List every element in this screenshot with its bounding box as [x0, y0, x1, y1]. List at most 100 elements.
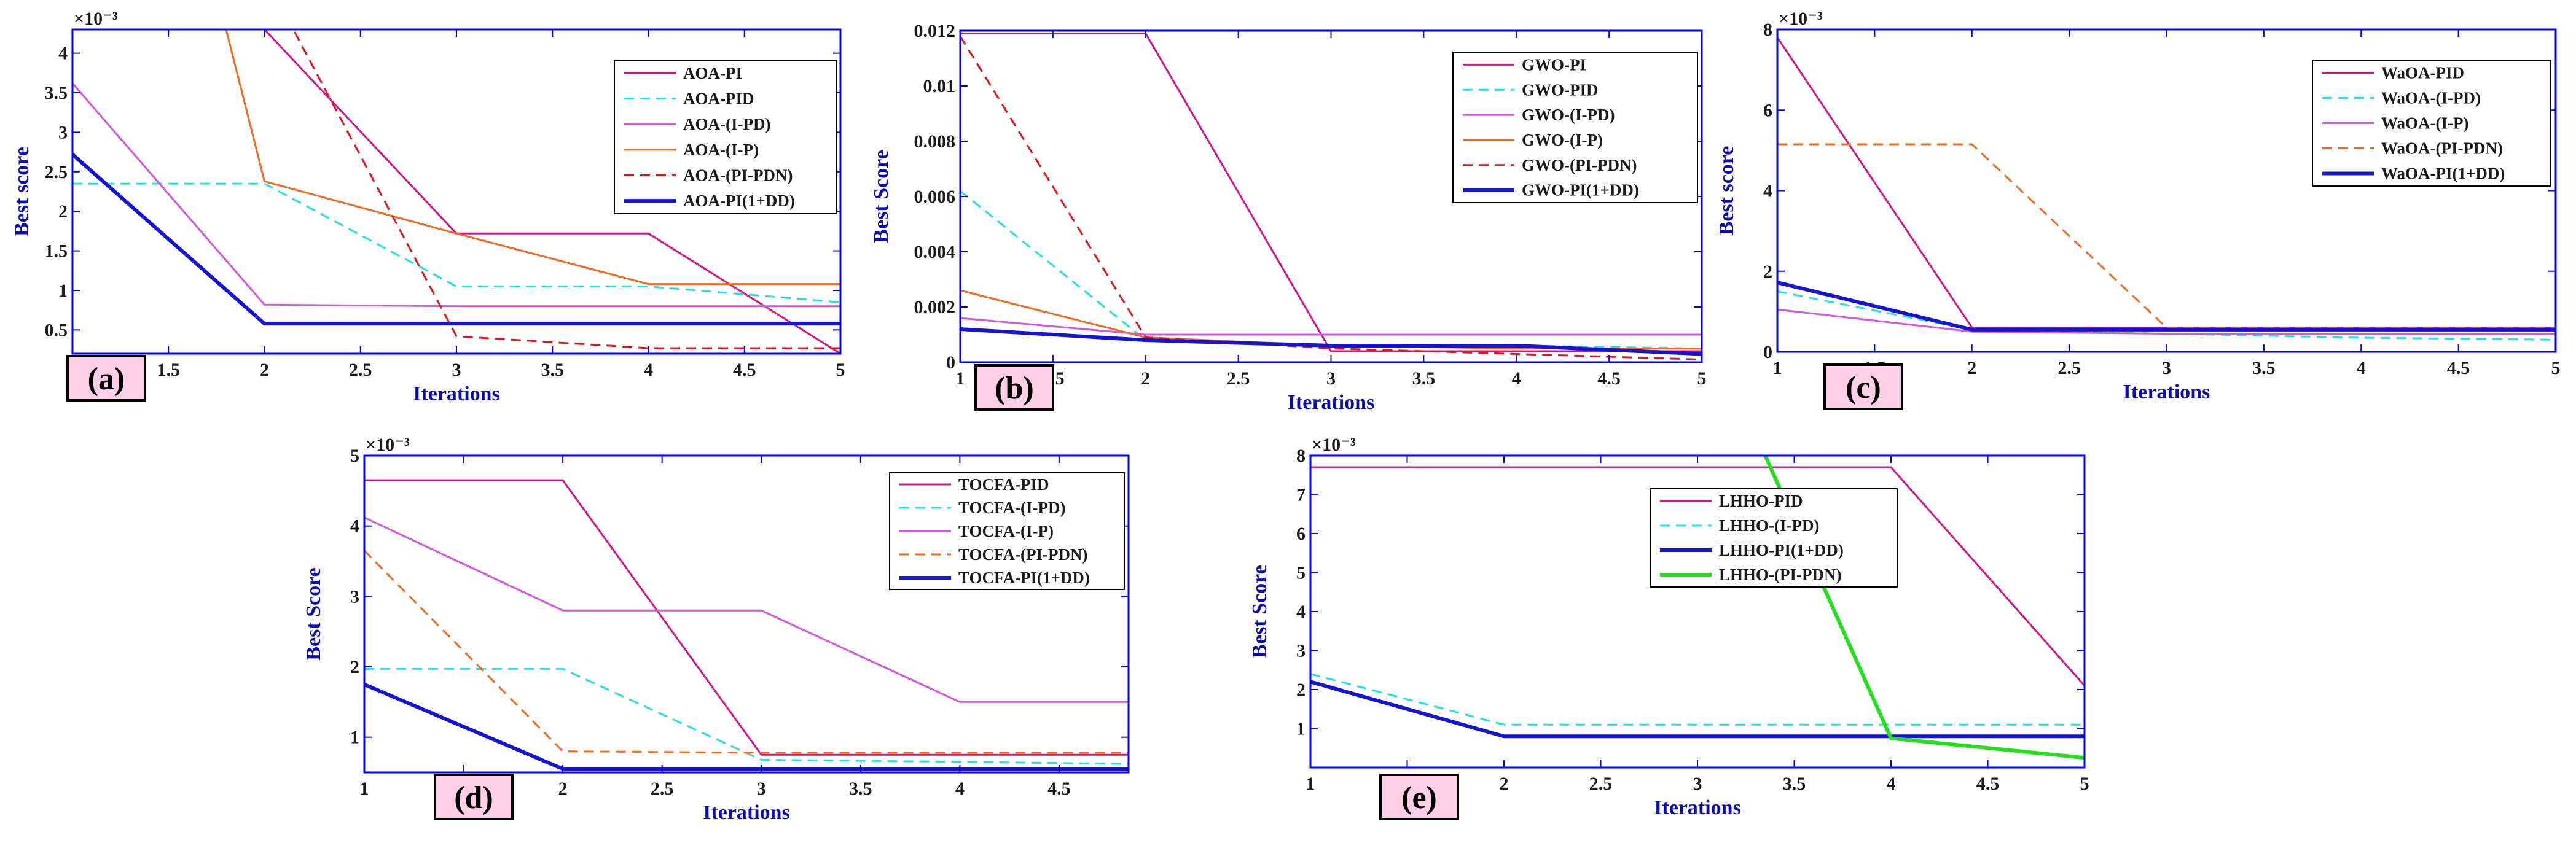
axes-box — [363, 454, 1130, 774]
x-tick-label: 3 — [1326, 368, 1336, 389]
x-tick-label: 1 — [360, 779, 369, 799]
y-tick-label: 0.006 — [914, 187, 956, 207]
legend-entry: LHHO-(I-PD) — [1719, 516, 1819, 535]
legend-entry: WaOA-(I-PD) — [2381, 89, 2481, 107]
x-tick-label: 2 — [1500, 774, 1509, 794]
y-tick-label: 0.012 — [914, 21, 956, 41]
legend-entry: TOCFA-PI(1+DD) — [958, 569, 1090, 587]
x-tick-label: 1.5 — [157, 360, 181, 380]
panel-tag-label: (a) — [88, 362, 125, 397]
y-tick-label: 3 — [58, 122, 68, 142]
x-tick-label: 4.5 — [733, 360, 756, 380]
y-axis-label: Best Score — [1248, 565, 1271, 658]
y-tick-label: 3.5 — [45, 83, 68, 103]
legend: WaOA-PID WaOA-(I-PD) WaOA-(I-P) WaOA-(PI-PD… — [2312, 60, 2551, 187]
y-tick-label: 4 — [350, 516, 359, 537]
y-tick-label: 5 — [1296, 563, 1306, 583]
series-line-lhho-pid — [1310, 466, 2085, 686]
x-tick-label: 2.5 — [651, 779, 674, 799]
x-tick-label: 1 — [956, 368, 965, 389]
y-axis-label: Best Score — [302, 567, 325, 660]
x-tick-label: 5 — [836, 360, 845, 380]
legend-entry: WaOA-PI(1+DD) — [2381, 165, 2505, 183]
series-line-aoa-i-p- — [72, 29, 840, 286]
legend-entry: WaOA-(PI-PDN) — [2381, 139, 2503, 158]
legend-entry: GWO-PID — [1522, 80, 1599, 99]
chart-panel-d: 11.522.533.544.512345×10⁻³IterationsBest… — [302, 435, 1130, 824]
y-tick-label: 8 — [1763, 20, 1772, 40]
series-line-aoa-i-pd- — [72, 82, 840, 308]
series-line-waoa-i-p- — [1777, 308, 2556, 335]
y-axis-label: Best Score — [870, 150, 893, 243]
y-tick-label: 1 — [350, 728, 359, 748]
x-tick-label: 4.5 — [1597, 368, 1621, 389]
x-tick-label: 3 — [452, 360, 461, 380]
y-tick-label: 0.5 — [45, 320, 68, 340]
x-tick-label: 2 — [260, 360, 269, 380]
y-tick-label: 0.008 — [914, 131, 956, 152]
series-line-aoa-pi-pdn- — [72, 29, 840, 349]
y-tick-label: 0.004 — [914, 242, 956, 262]
x-tick-label: 3.5 — [849, 779, 872, 799]
y-tick-label: 4 — [1763, 181, 1772, 201]
x-tick-label: 4.5 — [1047, 779, 1071, 799]
panel-tag-box — [434, 774, 514, 820]
y-tick-label: 0 — [946, 352, 955, 373]
x-axis-label: Iterations — [2123, 381, 2210, 403]
x-tick-label: 4 — [955, 779, 965, 799]
legend-entry: AOA-(PI-PDN) — [683, 166, 793, 185]
series-group — [960, 33, 1702, 360]
series-line-tocfa-i-pd- — [364, 667, 1129, 765]
y-tick-label: 0.01 — [923, 76, 956, 96]
series-line-tocfa-i-p- — [364, 516, 1129, 703]
x-tick-label: 5 — [2551, 358, 2561, 378]
x-tick-label: 2 — [1141, 368, 1150, 389]
legend-box — [1650, 488, 1898, 588]
y-tick-label: 2 — [1296, 680, 1306, 700]
legend-entry: AOA-PI — [683, 64, 742, 82]
legend-entry: GWO-(PI-PDN) — [1522, 156, 1637, 174]
panel-tag-box — [1823, 363, 1903, 410]
panel-tag: (e) — [1379, 774, 1459, 820]
y-tick-label: 2 — [350, 657, 359, 677]
x-tick-label: 3.5 — [541, 360, 565, 380]
series-line-tocfa-pid — [364, 479, 1129, 756]
x-tick-label: 3.5 — [1412, 368, 1436, 389]
legend-entry: LHHO-PI(1+DD) — [1719, 541, 1844, 559]
series-group — [72, 29, 840, 354]
panel-tag: (a) — [66, 355, 146, 402]
panel-tag-box — [974, 364, 1054, 411]
y-axis-exponent: ×10⁻³ — [1779, 9, 1823, 29]
x-tick-label: 5 — [2080, 774, 2089, 794]
x-tick-label: 4 — [644, 360, 653, 380]
y-tick-label: 0 — [1763, 342, 1772, 362]
x-axis-label: Iterations — [1288, 391, 1375, 414]
x-tick-label: 1 — [1773, 358, 1782, 378]
legend-entry: LHHO-PID — [1719, 492, 1803, 510]
series-line-gwo-pi-pdn- — [960, 36, 1702, 360]
y-tick-label: 2.5 — [45, 162, 68, 182]
series-line-tocfa-pi-pdn- — [364, 550, 1129, 754]
panel-tag-label: (d) — [454, 780, 493, 815]
legend: GWO-PI GWO-PID GWO-(I-PD) GWO-(I-P) GWO-(PI-… — [1452, 52, 1698, 203]
x-tick-label: 2 — [558, 779, 568, 799]
chart-panel-c: 11.522.533.544.5502468×10⁻³IterationsBes… — [1715, 9, 2561, 410]
y-tick-label: 7 — [1296, 485, 1306, 505]
y-tick-label: 6 — [1763, 100, 1772, 120]
series-line-gwo-pi-1-dd- — [960, 327, 1702, 356]
panel-tag: (c) — [1823, 363, 1903, 410]
y-axis-exponent: ×10⁻³ — [1312, 435, 1356, 455]
y-tick-label: 2 — [58, 201, 68, 222]
y-tick-label: 1 — [58, 281, 68, 301]
chart-panel-a: 1.5 2 2.5 3 3.5 4 4.5 5 0.5 1 1.5 2 2.5 3 3.5 4 ×10⁻³ Ite… — [10, 9, 845, 405]
x-tick-label: 4 — [1887, 774, 1896, 794]
x-axis-label: Iterations — [413, 383, 500, 405]
series-line-aoa-pi-1-dd- — [72, 153, 840, 326]
legend-entry: GWO-(I-PD) — [1522, 106, 1615, 124]
x-tick-label: 2.5 — [349, 360, 372, 380]
y-tick-label: 3 — [350, 586, 359, 607]
x-tick-label: 1 — [1306, 774, 1315, 794]
series-line-waoa-pi-pdn- — [1777, 143, 2556, 329]
legend-entry: GWO-(I-P) — [1522, 131, 1603, 149]
